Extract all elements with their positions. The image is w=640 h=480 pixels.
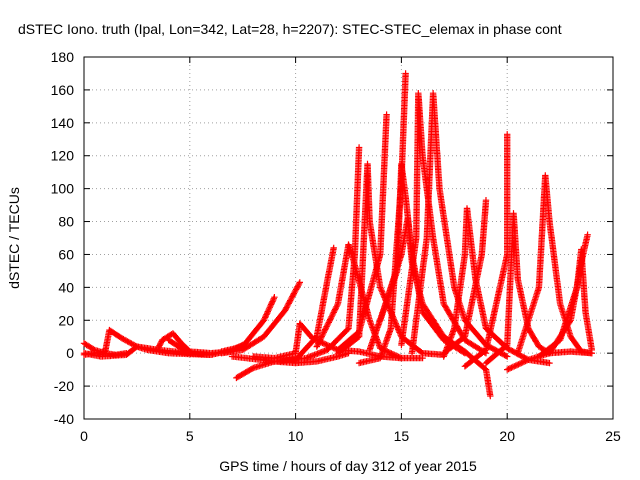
- data-points: [80, 70, 595, 400]
- x-axis-label: GPS time / hours of day 312 of year 2015: [219, 458, 477, 474]
- axis-ticks: 0 5 10 15 20 25 -40 -20 0 20 40 60 80 100 120 140 160 180: [51, 49, 621, 444]
- y-tick-label: -40: [54, 411, 74, 427]
- x-tick-label: 10: [288, 428, 304, 444]
- plot-frame: [83, 56, 614, 420]
- y-axis-label: dSTEC / TECUs: [6, 187, 22, 289]
- y-tick-label: 120: [51, 148, 75, 164]
- data-series-7: [218, 279, 303, 357]
- data-series-22: [461, 131, 511, 370]
- data-series-21: [440, 197, 490, 357]
- x-tick-label: 20: [499, 428, 515, 444]
- data-series-14: [334, 111, 390, 354]
- series-markers: [482, 210, 553, 367]
- y-tick-label: 40: [58, 279, 74, 295]
- series-markers: [334, 111, 390, 354]
- chart-title: dSTEC Iono. truth (Ipal, Lon=342, Lat=28…: [18, 21, 562, 37]
- y-tick-label: 0: [66, 345, 74, 361]
- x-tick-label: 5: [186, 428, 194, 444]
- series-markers: [504, 348, 595, 373]
- y-tick-label: 180: [51, 49, 75, 65]
- series-markers: [408, 90, 511, 360]
- data-series-19: [408, 90, 511, 360]
- x-tick-label: 25: [605, 428, 621, 444]
- series-markers: [218, 279, 303, 357]
- series-markers: [461, 131, 511, 370]
- x-tick-label: 0: [80, 428, 88, 444]
- y-tick-label: 100: [51, 181, 75, 197]
- y-tick-label: 160: [51, 82, 75, 98]
- y-tick-label: 140: [51, 115, 75, 131]
- y-tick-label: 60: [58, 246, 74, 262]
- series-markers: [535, 246, 595, 360]
- grid-lines: [84, 57, 613, 419]
- data-series-27: [504, 348, 595, 373]
- y-tick-label: -20: [54, 378, 74, 394]
- x-tick-label: 15: [394, 428, 410, 444]
- series-markers: [440, 197, 490, 357]
- data-series-25: [535, 246, 595, 360]
- y-tick-label: 80: [58, 214, 74, 230]
- data-series-23: [482, 210, 553, 367]
- y-tick-label: 20: [58, 312, 74, 328]
